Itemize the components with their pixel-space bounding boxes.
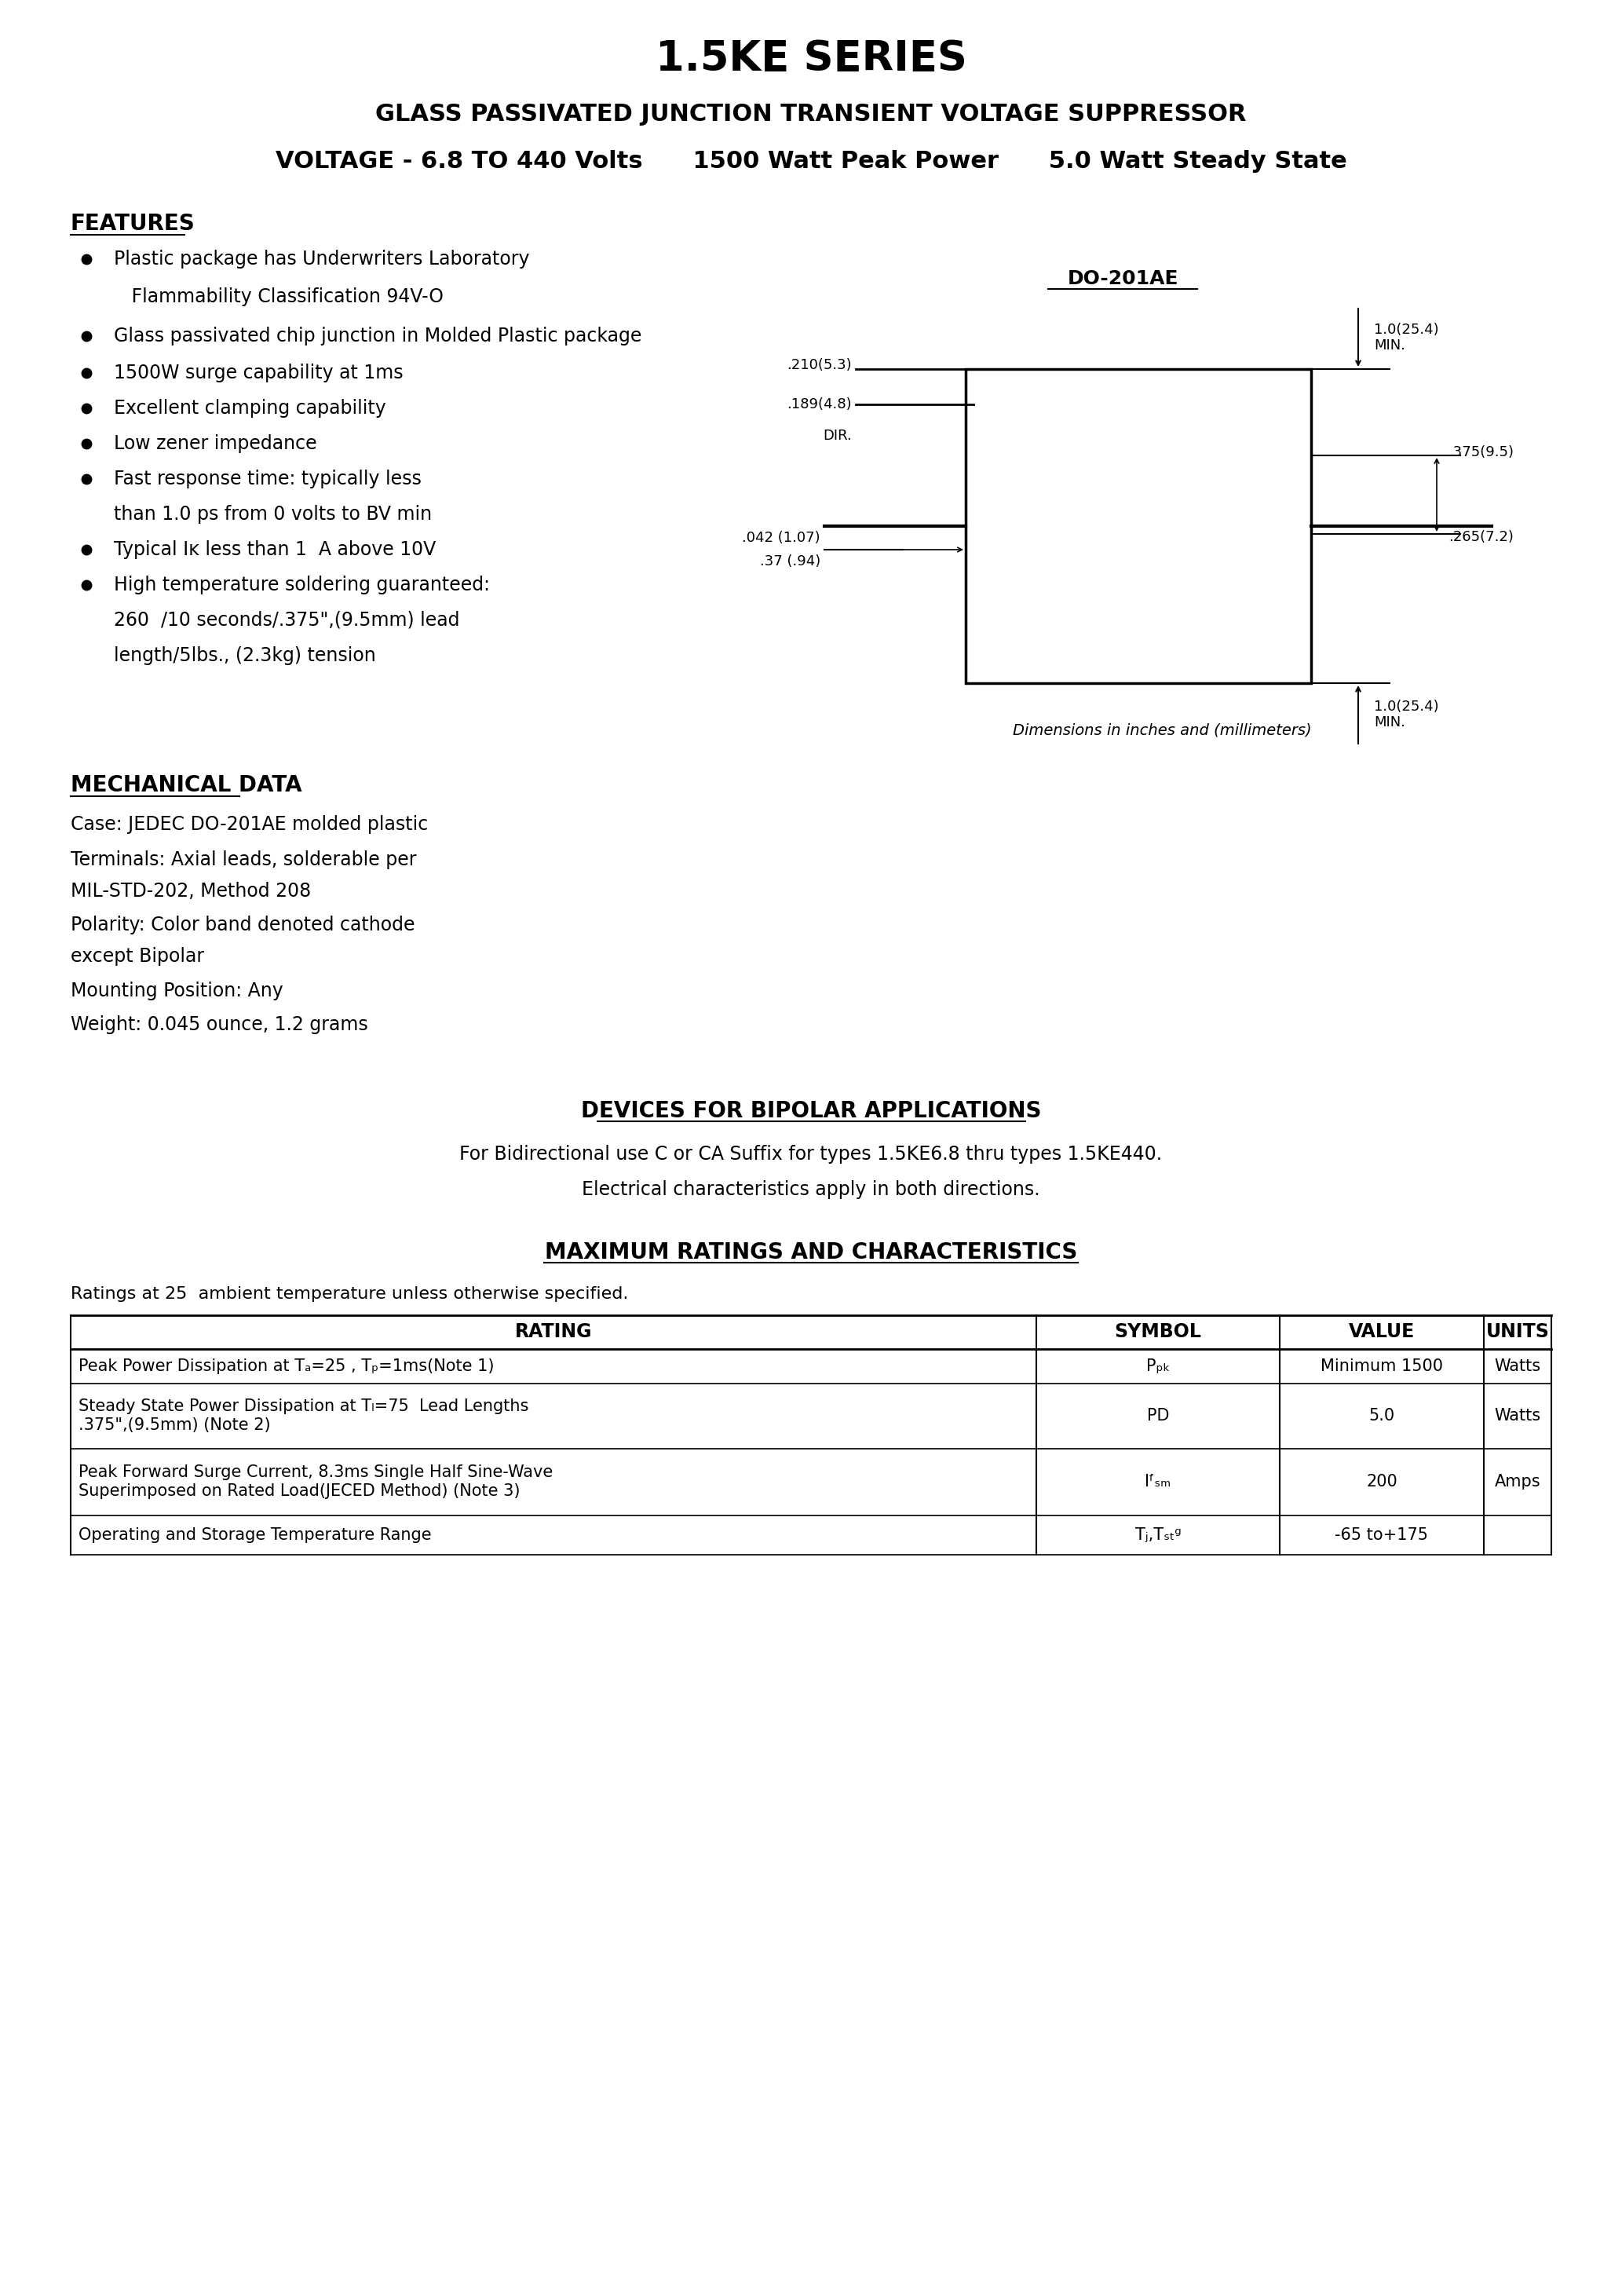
Text: VALUE: VALUE [1348,1322,1414,1341]
Text: VOLTAGE - 6.8 TO 440 Volts      1500 Watt Peak Power      5.0 Watt Steady State: VOLTAGE - 6.8 TO 440 Volts 1500 Watt Pea… [276,149,1346,172]
Text: Excellent clamping capability: Excellent clamping capability [114,400,386,418]
Text: PD: PD [1147,1407,1169,1424]
Text: MECHANICAL DATA: MECHANICAL DATA [71,774,302,797]
Text: Flammability Classification 94V-O: Flammability Classification 94V-O [114,287,443,305]
Text: Typical Iᴋ less than 1  A above 10V: Typical Iᴋ less than 1 A above 10V [114,540,436,560]
Text: Case: JEDEC DO-201AE molded plastic: Case: JEDEC DO-201AE molded plastic [71,815,428,833]
Text: Peak Power Dissipation at Tₐ=25 , Tₚ=1ms(Note 1): Peak Power Dissipation at Tₐ=25 , Tₚ=1ms… [78,1359,495,1373]
Text: DO-201AE: DO-201AE [1067,269,1178,289]
Text: .189(4.8): .189(4.8) [787,397,852,411]
Text: Steady State Power Dissipation at Tₗ=75  Lead Lengths
.375",(9.5mm) (Note 2): Steady State Power Dissipation at Tₗ=75 … [78,1398,529,1433]
Text: Watts: Watts [1494,1407,1541,1424]
Text: RATING: RATING [514,1322,592,1341]
Text: 200: 200 [1366,1474,1398,1490]
Text: 1500W surge capability at 1ms: 1500W surge capability at 1ms [114,363,404,383]
Text: MAXIMUM RATINGS AND CHARACTERISTICS: MAXIMUM RATINGS AND CHARACTERISTICS [545,1242,1077,1263]
Text: Terminals: Axial leads, solderable per: Terminals: Axial leads, solderable per [71,850,417,870]
Text: DIR.: DIR. [822,429,852,443]
Text: Pₚₖ: Pₚₖ [1147,1359,1169,1373]
Text: Operating and Storage Temperature Range: Operating and Storage Temperature Range [78,1527,431,1543]
Text: Watts: Watts [1494,1359,1541,1373]
Text: Polarity: Color band denoted cathode: Polarity: Color band denoted cathode [71,916,415,934]
Text: Mounting Position: Any: Mounting Position: Any [71,980,284,1001]
Text: .210(5.3): .210(5.3) [787,358,852,372]
Text: 1.5KE SERIES: 1.5KE SERIES [655,39,967,80]
Text: Minimum 1500: Minimum 1500 [1320,1359,1444,1373]
Text: Low zener impedance: Low zener impedance [114,434,316,452]
Text: High temperature soldering guaranteed:: High temperature soldering guaranteed: [114,576,490,595]
Text: than 1.0 ps from 0 volts to BV min: than 1.0 ps from 0 volts to BV min [114,505,431,523]
Text: 1.0(25.4)
MIN.: 1.0(25.4) MIN. [1374,321,1439,354]
Text: Plastic package has Underwriters Laboratory: Plastic package has Underwriters Laborat… [114,250,529,269]
Text: GLASS PASSIVATED JUNCTION TRANSIENT VOLTAGE SUPPRESSOR: GLASS PASSIVATED JUNCTION TRANSIENT VOLT… [375,103,1247,126]
Text: Iᶠₛₘ: Iᶠₛₘ [1145,1474,1171,1490]
Text: Electrical characteristics apply in both directions.: Electrical characteristics apply in both… [582,1180,1040,1199]
Text: 5.0: 5.0 [1369,1407,1395,1424]
Text: .375(9.5): .375(9.5) [1448,445,1513,459]
Text: .042 (1.07): .042 (1.07) [743,530,821,544]
Text: -65 to+175: -65 to+175 [1335,1527,1429,1543]
Text: DEVICES FOR BIPOLAR APPLICATIONS: DEVICES FOR BIPOLAR APPLICATIONS [581,1100,1041,1123]
Text: Dimensions in inches and (millimeters): Dimensions in inches and (millimeters) [1012,723,1311,737]
Text: 260  /10 seconds/.375",(9.5mm) lead: 260 /10 seconds/.375",(9.5mm) lead [114,611,459,629]
Text: For Bidirectional use C or CA Suffix for types 1.5KE6.8 thru types 1.5KE440.: For Bidirectional use C or CA Suffix for… [459,1146,1163,1164]
Text: Amps: Amps [1494,1474,1541,1490]
Text: except Bipolar: except Bipolar [71,946,204,967]
Text: Peak Forward Surge Current, 8.3ms Single Half Sine-Wave
Superimposed on Rated Lo: Peak Forward Surge Current, 8.3ms Single… [78,1465,553,1499]
Text: Weight: 0.045 ounce, 1.2 grams: Weight: 0.045 ounce, 1.2 grams [71,1015,368,1033]
Text: SYMBOL: SYMBOL [1114,1322,1202,1341]
Text: 1.0(25.4)
MIN.: 1.0(25.4) MIN. [1374,700,1439,730]
Text: Tⱼ,Tₛₜᵍ: Tⱼ,Tₛₜᵍ [1135,1527,1181,1543]
Text: Glass passivated chip junction in Molded Plastic package: Glass passivated chip junction in Molded… [114,326,642,344]
Text: length/5lbs., (2.3kg) tension: length/5lbs., (2.3kg) tension [114,645,376,666]
Text: Ratings at 25  ambient temperature unless otherwise specified.: Ratings at 25 ambient temperature unless… [71,1286,628,1302]
Text: MIL-STD-202, Method 208: MIL-STD-202, Method 208 [71,882,311,900]
Text: FEATURES: FEATURES [71,214,195,234]
Text: Fast response time: typically less: Fast response time: typically less [114,471,422,489]
Text: .37 (.94): .37 (.94) [759,553,821,569]
Text: UNITS: UNITS [1486,1322,1549,1341]
Bar [965,370,1311,684]
Text: .265(7.2): .265(7.2) [1448,530,1513,544]
